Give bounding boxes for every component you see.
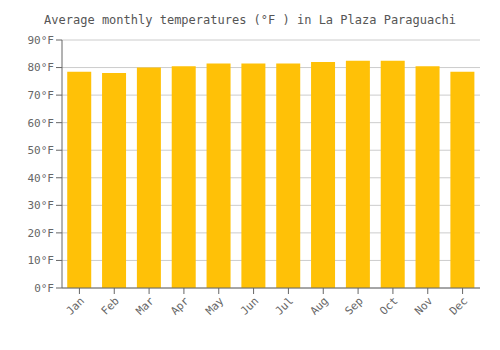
svg-text:10°F: 10°F <box>28 254 55 267</box>
svg-text:Apr: Apr <box>168 294 192 318</box>
svg-text:Jul: Jul <box>273 294 296 317</box>
svg-text:30°F: 30°F <box>28 199 55 212</box>
svg-text:Sep: Sep <box>342 294 365 317</box>
svg-text:20°F: 20°F <box>28 227 55 240</box>
svg-text:50°F: 50°F <box>28 144 55 157</box>
svg-text:0°F: 0°F <box>34 282 54 295</box>
svg-text:Jan: Jan <box>64 294 87 317</box>
svg-text:Mar: Mar <box>133 294 157 318</box>
svg-text:Aug: Aug <box>308 294 331 317</box>
svg-text:60°F: 60°F <box>28 117 55 130</box>
svg-text:Oct: Oct <box>377 294 400 317</box>
svg-text:May: May <box>203 294 227 318</box>
svg-text:90°F: 90°F <box>28 34 55 47</box>
svg-text:Feb: Feb <box>99 294 122 317</box>
svg-text:Dec: Dec <box>447 294 470 317</box>
svg-text:40°F: 40°F <box>28 172 55 185</box>
svg-text:Jun: Jun <box>238 294 261 317</box>
svg-text:Nov: Nov <box>412 294 436 318</box>
html-text:Average monthly temperatures (: Average monthly temperatures (°F ) in La… <box>44 13 456 27</box>
svg-text:70°F: 70°F <box>28 89 55 102</box>
svg-text:80°F: 80°F <box>28 61 55 74</box>
